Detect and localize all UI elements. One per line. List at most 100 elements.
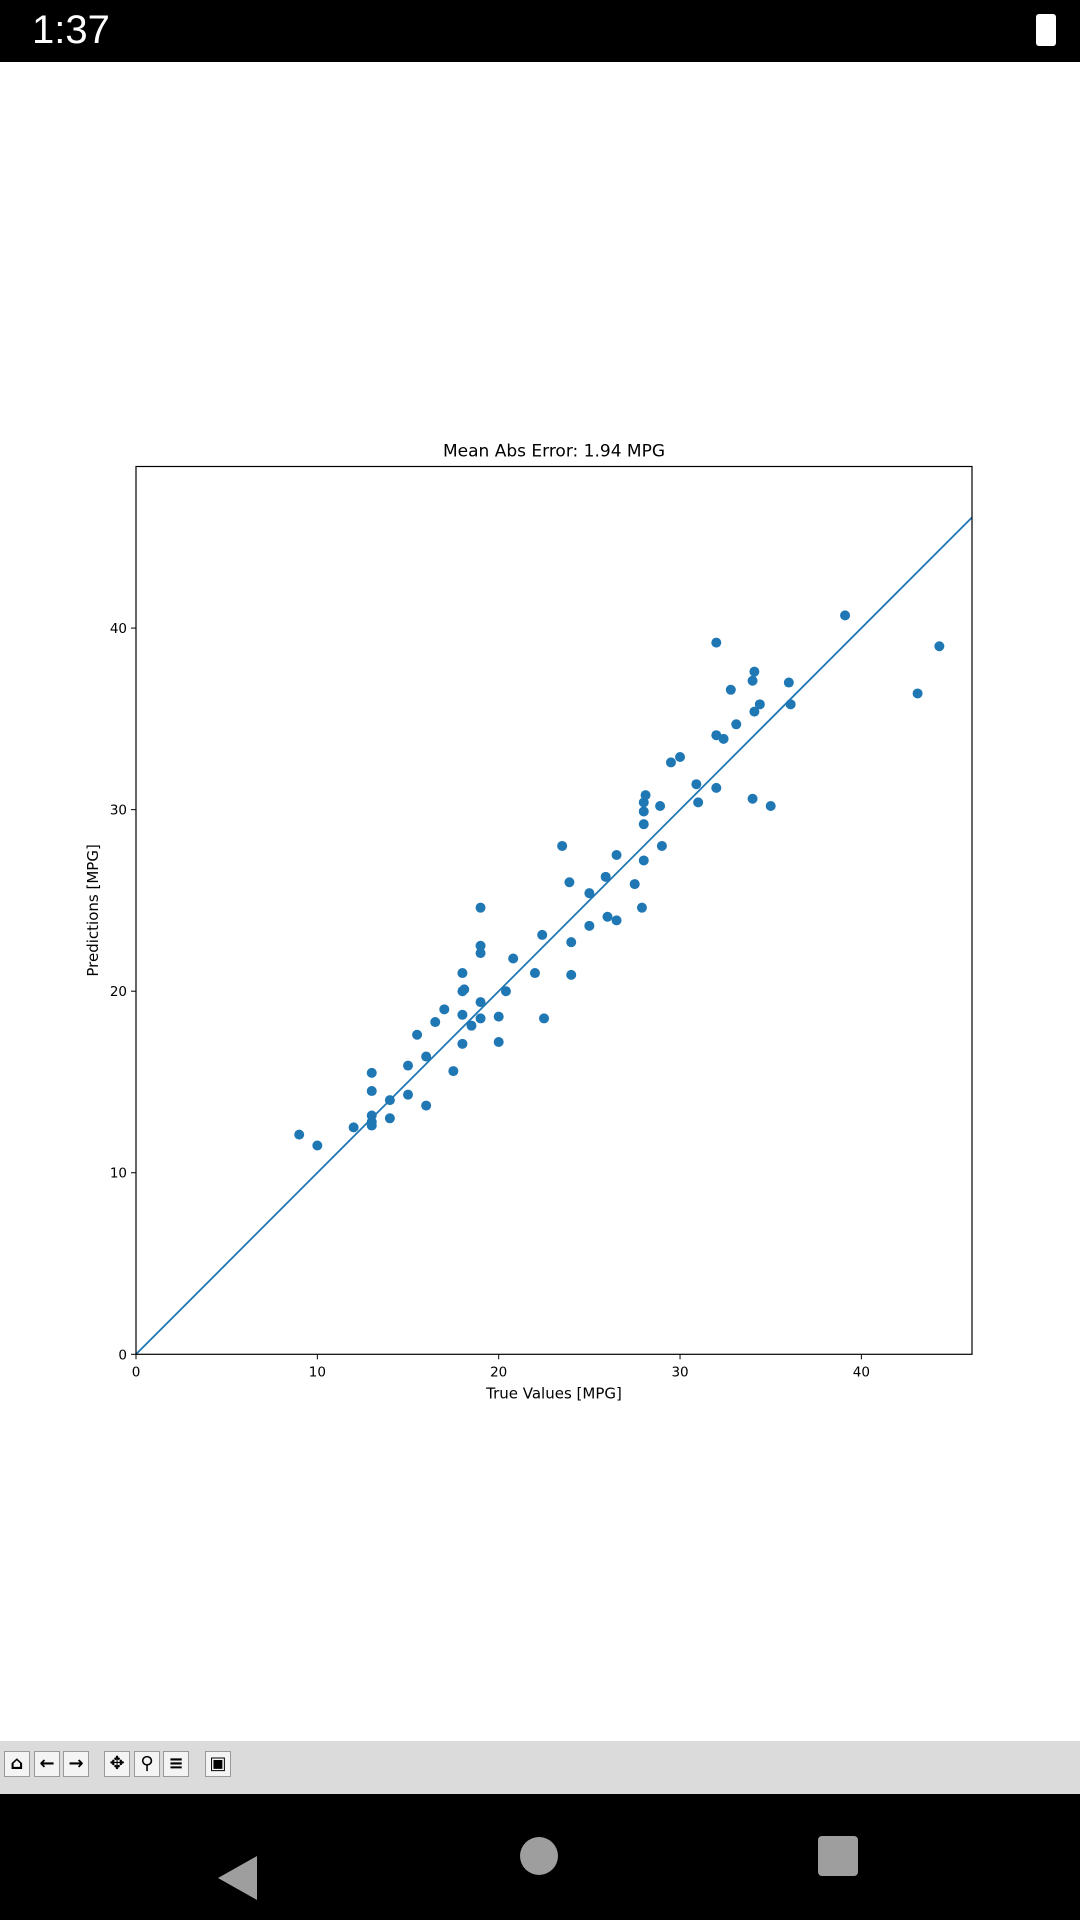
scatter-point (493, 1011, 504, 1022)
scatter-point (412, 1029, 423, 1040)
x-tick-label: 10 (309, 1364, 326, 1380)
scatter-point (783, 677, 794, 688)
pan-button[interactable]: ✥ (104, 1751, 130, 1777)
scatter-point (508, 953, 519, 964)
scatter-point (749, 706, 760, 717)
zoom-button[interactable]: ⚲ (134, 1751, 160, 1777)
y-axis-label: Predictions [MPG] (84, 844, 102, 976)
scatter-point (384, 1113, 395, 1124)
scatter-point (500, 986, 511, 997)
back-button[interactable]: ← (34, 1751, 60, 1777)
scatter-point (638, 806, 649, 817)
back-nav[interactable] (218, 1856, 257, 1900)
diagonal-line (135, 516, 973, 1355)
scatter-point (493, 1037, 504, 1048)
scatter-point (466, 1020, 477, 1031)
scatter-point (747, 675, 758, 686)
chart-title: Mean Abs Error: 1.94 MPG (443, 442, 665, 462)
scatter-point (564, 877, 575, 888)
scatter-point (629, 879, 640, 890)
scatter-point (529, 968, 540, 979)
scatter-point (459, 984, 470, 995)
scatter-point (566, 937, 577, 948)
scatter-point (675, 751, 686, 762)
scatter-point (539, 1013, 550, 1024)
scatter-point (403, 1060, 414, 1071)
scatter-point (655, 801, 666, 812)
scatter-point (665, 757, 676, 768)
scatter-point (611, 850, 622, 861)
scatter-point (537, 929, 548, 940)
scatter-point (457, 968, 468, 979)
scatter-point (584, 920, 595, 931)
x-axis-label: True Values [MPG] (485, 1384, 622, 1402)
scatter-point (566, 969, 577, 980)
navigation-bar (0, 1794, 1080, 1920)
scatter-point (725, 684, 736, 695)
scatter-point (475, 997, 486, 1008)
scatter-point (403, 1089, 414, 1100)
status-bar: 1:37 (0, 0, 1080, 62)
scatter-point (711, 637, 722, 648)
scatter-point (366, 1086, 377, 1097)
toolbar: ⌂ ← → ✥ ⚲ ≡ ▣ (0, 1741, 1080, 1794)
scatter-point (348, 1122, 359, 1133)
scatter-point (457, 1009, 468, 1020)
scatter-point (754, 699, 765, 710)
scatter-point (731, 719, 742, 730)
y-tick-label: 0 (118, 1347, 127, 1363)
chart: Mean Abs Error: 1.94 MPG 0 10 20 30 40 0 10 20 30… (84, 442, 973, 1402)
y-tick-label: 20 (110, 984, 127, 1000)
y-tick-label: 30 (110, 803, 127, 819)
scatter-point (421, 1100, 432, 1111)
scatter-point (475, 1013, 486, 1024)
plot-frame (135, 465, 973, 1355)
scatter-point (475, 948, 486, 959)
scatter-point (636, 902, 647, 913)
x-tick-label: 20 (490, 1364, 507, 1380)
x-tick-label: 0 (132, 1364, 141, 1380)
scatter-point (600, 871, 611, 882)
scatter-point (638, 819, 649, 830)
scatter-point (718, 733, 729, 744)
scatter-point (691, 779, 702, 790)
y-tick-label: 10 (110, 1166, 127, 1182)
forward-button[interactable]: → (63, 1751, 89, 1777)
x-tick-label: 40 (853, 1364, 870, 1380)
scatter-point (611, 915, 622, 926)
scatter-point (312, 1140, 323, 1151)
scatter-point (439, 1004, 450, 1015)
scatter-point (640, 790, 651, 801)
scatter-point (475, 902, 486, 913)
save-button[interactable]: ▣ (205, 1751, 231, 1777)
scatter-point (749, 666, 760, 677)
scatter-point (785, 699, 796, 710)
configure-button[interactable]: ≡ (163, 1751, 189, 1777)
scatter-point (366, 1120, 377, 1131)
scatter-point (656, 840, 667, 851)
y-tick-label: 40 (110, 621, 127, 637)
home-button[interactable]: ⌂ (4, 1751, 30, 1777)
x-tick-label: 30 (671, 1364, 688, 1380)
scatter-point (430, 1017, 441, 1028)
scatter-point (366, 1067, 377, 1078)
scatter-point (638, 855, 649, 866)
scatter-point (294, 1129, 305, 1140)
home-nav[interactable] (520, 1837, 558, 1875)
scatter-point (602, 911, 613, 922)
scatter-point (457, 1038, 468, 1049)
scatter-point (840, 610, 851, 621)
scatter-point (584, 888, 595, 899)
scatter-point (912, 688, 923, 699)
scatter-point (475, 940, 486, 951)
scatter-point (934, 641, 945, 652)
scatter-point (448, 1066, 459, 1077)
scatter-point (693, 797, 704, 808)
recents-nav[interactable] (818, 1836, 858, 1876)
scatter-point (711, 782, 722, 793)
scatter-point (421, 1051, 432, 1062)
battery-icon (1036, 14, 1056, 46)
scatter-point (747, 793, 758, 804)
nav-icons (218, 1836, 858, 1900)
